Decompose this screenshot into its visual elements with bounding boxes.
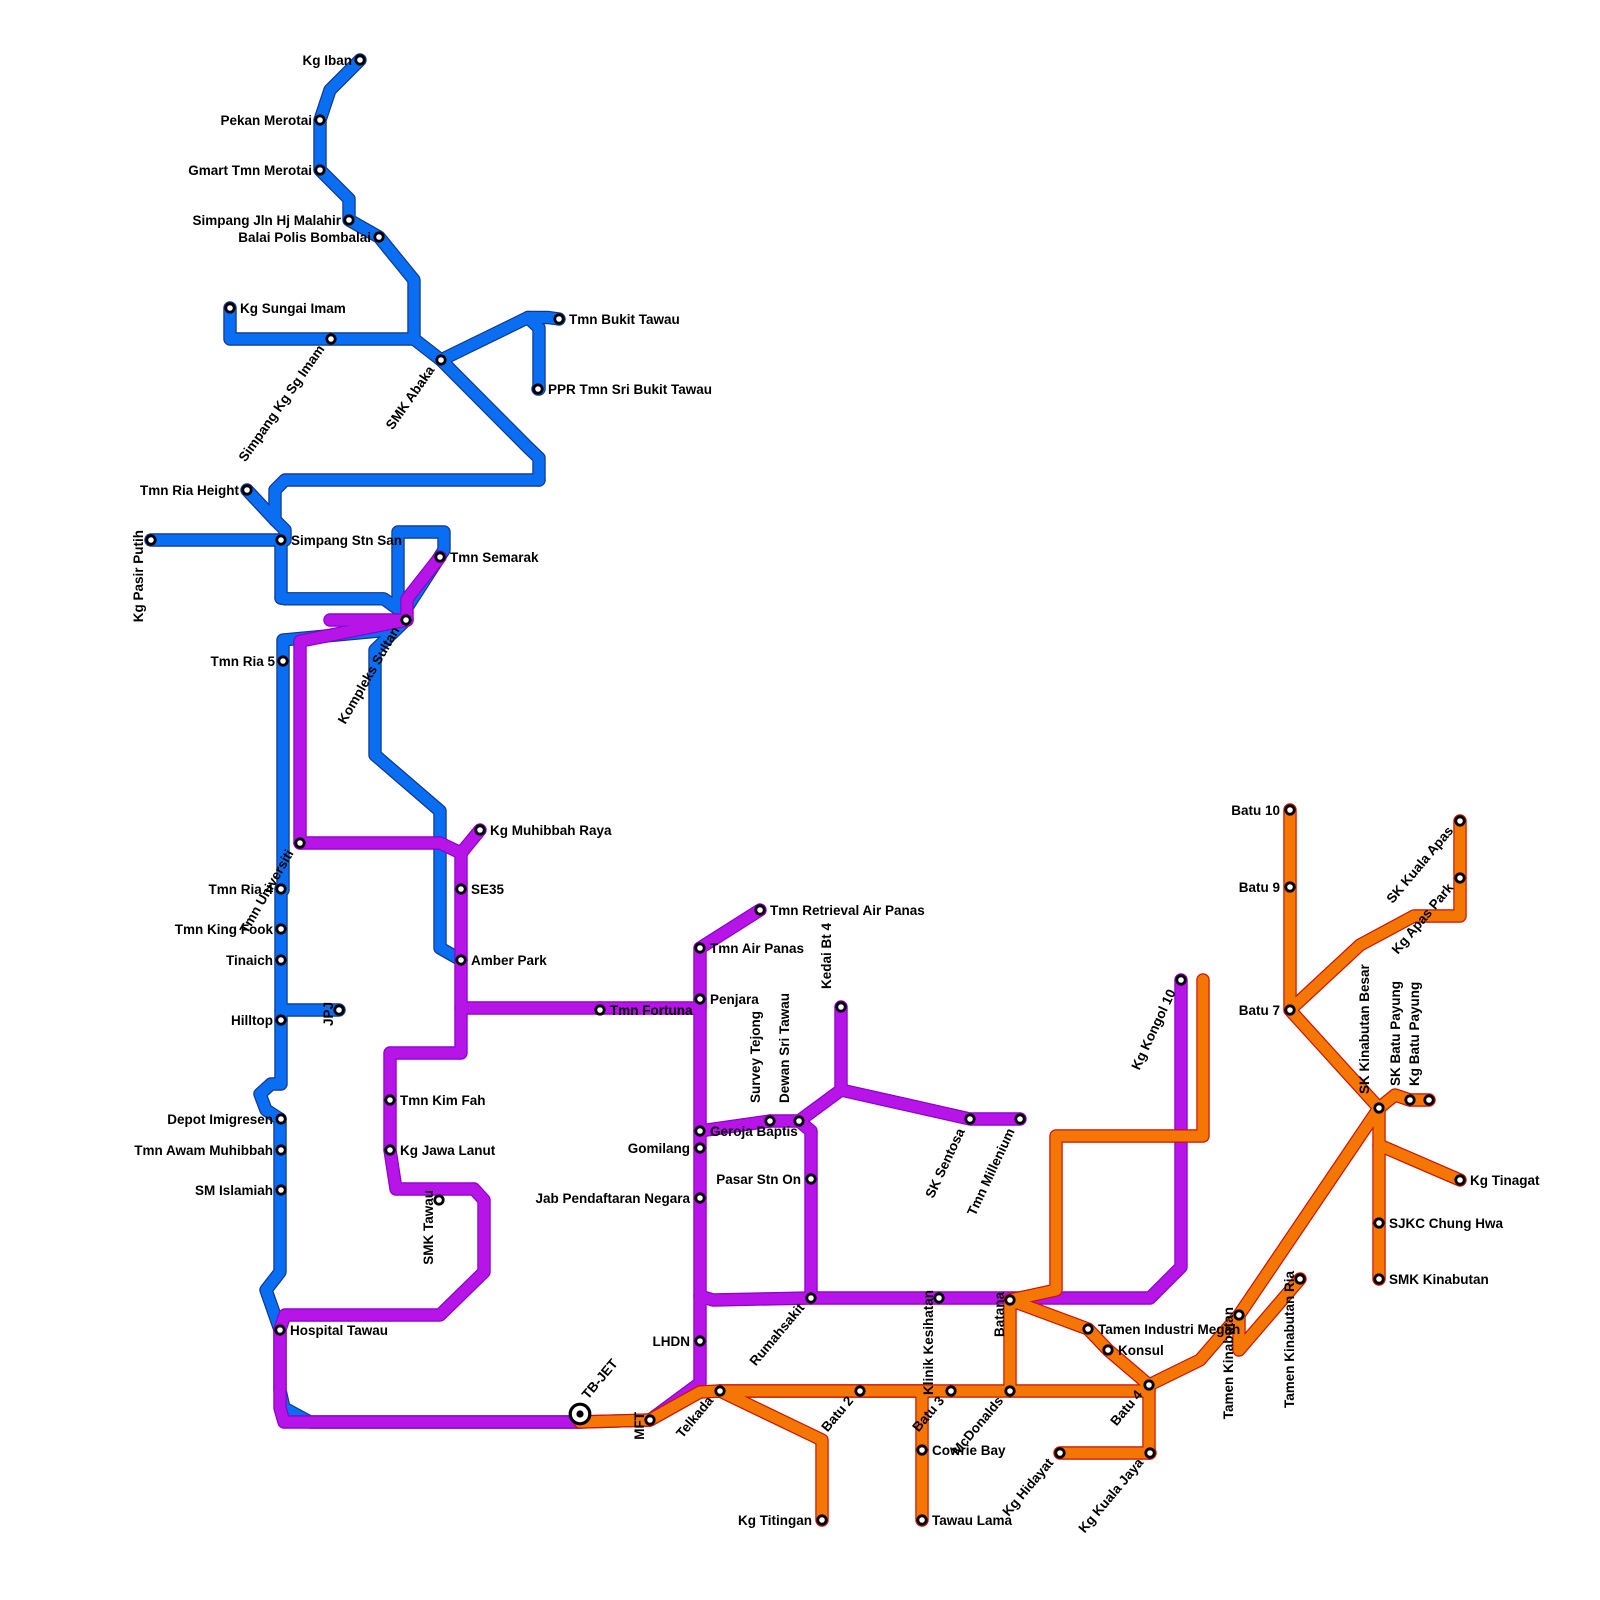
svg-text:Tmn Awam Muhibbah: Tmn Awam Muhibbah [134, 1143, 273, 1158]
svg-text:Kg Sungai Imam: Kg Sungai Imam [240, 301, 346, 316]
svg-text:Tinaich: Tinaich [226, 953, 273, 968]
svg-text:Dewan Sri Tawau: Dewan Sri Tawau [777, 993, 792, 1103]
svg-text:SE35: SE35 [471, 882, 505, 897]
svg-text:Kg Jawa Lanut: Kg Jawa Lanut [400, 1143, 496, 1158]
svg-text:Kg Iban: Kg Iban [303, 53, 353, 68]
svg-text:SJKC Chung Hwa: SJKC Chung Hwa [1389, 1216, 1503, 1231]
svg-text:Kg Titingan: Kg Titingan [738, 1513, 812, 1528]
svg-text:SMK Tawau: SMK Tawau [421, 1190, 436, 1265]
svg-text:Tamen Kinabutan Ria: Tamen Kinabutan Ria [1282, 1271, 1297, 1409]
svg-text:Jab Pendaftaran Negara: Jab Pendaftaran Negara [535, 1191, 690, 1206]
svg-text:Tmn Air Panas: Tmn Air Panas [710, 941, 804, 956]
svg-text:Tmn Ria 5: Tmn Ria 5 [210, 654, 275, 669]
svg-text:MFT: MFT [632, 1411, 647, 1439]
svg-text:Batu 7: Batu 7 [1239, 1003, 1280, 1018]
svg-text:Tmn King Fook: Tmn King Fook [175, 922, 274, 937]
svg-text:Simpang Jln Hj Malahir: Simpang Jln Hj Malahir [192, 213, 341, 228]
svg-text:LHDN: LHDN [653, 1334, 691, 1349]
svg-text:Tmn Bukit Tawau: Tmn Bukit Tawau [569, 312, 680, 327]
svg-text:Kedai Bt 4: Kedai Bt 4 [819, 922, 834, 989]
svg-text:Cowrie Bay: Cowrie Bay [932, 1443, 1006, 1458]
svg-text:Geroja Baptis: Geroja Baptis [710, 1124, 798, 1139]
svg-text:Amber Park: Amber Park [471, 953, 547, 968]
svg-text:Pekan Merotai: Pekan Merotai [220, 113, 312, 128]
svg-text:Tmn Fortuna: Tmn Fortuna [610, 1003, 693, 1018]
svg-text:Klinik Kesihatan: Klinik Kesihatan [921, 1290, 936, 1395]
svg-text:Gmart Tmn Merotai: Gmart Tmn Merotai [188, 163, 312, 178]
svg-text:SK Kinabutan Besar: SK Kinabutan Besar [1357, 963, 1372, 1094]
svg-text:Konsul: Konsul [1118, 1343, 1164, 1358]
svg-text:Balai Polis Bombalai: Balai Polis Bombalai [238, 230, 371, 245]
svg-text:Batu 10: Batu 10 [1231, 803, 1280, 818]
svg-text:Gomilang: Gomilang [628, 1141, 690, 1156]
svg-text:Survey Tejong: Survey Tejong [748, 1011, 763, 1103]
svg-text:PPR Tmn Sri Bukit Tawau: PPR Tmn Sri Bukit Tawau [548, 382, 712, 397]
svg-text:Tamen Kinabutan: Tamen Kinabutan [1221, 1307, 1236, 1419]
svg-text:SM Islamiah: SM Islamiah [195, 1183, 273, 1198]
svg-text:Penjara: Penjara [710, 992, 759, 1007]
svg-text:Kg Tinagat: Kg Tinagat [1470, 1173, 1540, 1188]
svg-text:Kg Pasir Putih: Kg Pasir Putih [131, 530, 146, 622]
svg-text:Tawau Lama: Tawau Lama [932, 1513, 1013, 1528]
svg-text:Hospital Tawau: Hospital Tawau [290, 1323, 388, 1338]
svg-text:Tmn Semarak: Tmn Semarak [450, 550, 539, 565]
svg-text:Tmn Ria Height: Tmn Ria Height [140, 483, 240, 498]
svg-text:SMK Kinabutan: SMK Kinabutan [1389, 1272, 1489, 1287]
svg-text:Batu 9: Batu 9 [1239, 880, 1280, 895]
svg-text:Tamen Industri Megah: Tamen Industri Megah [1098, 1322, 1240, 1337]
svg-text:JPJ: JPJ [321, 1002, 336, 1026]
svg-text:Hilltop: Hilltop [231, 1013, 273, 1028]
svg-text:Kg Muhibbah Raya: Kg Muhibbah Raya [490, 823, 612, 838]
svg-text:Tmn Retrieval Air Panas: Tmn Retrieval Air Panas [770, 903, 925, 918]
svg-text:Depot Imigresen: Depot Imigresen [167, 1112, 273, 1127]
svg-text:Simpang Stn San: Simpang Stn San [291, 533, 402, 548]
svg-text:Kg Batu Payung: Kg Batu Payung [1407, 982, 1422, 1086]
svg-text:SK Batu Payung: SK Batu Payung [1388, 981, 1403, 1086]
svg-text:Tmn Kim Fah: Tmn Kim Fah [400, 1093, 486, 1108]
svg-text:Batana: Batana [992, 1292, 1007, 1338]
svg-text:Pasar Stn On: Pasar Stn On [716, 1172, 801, 1187]
